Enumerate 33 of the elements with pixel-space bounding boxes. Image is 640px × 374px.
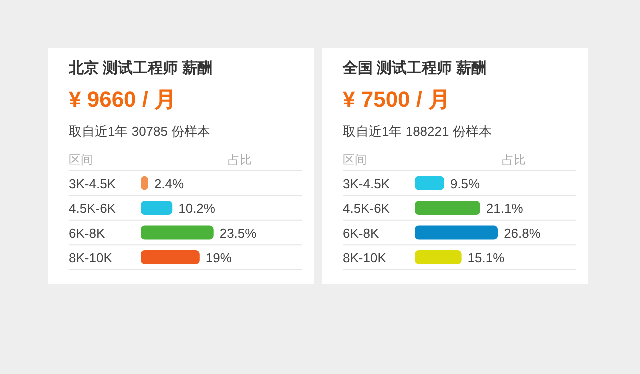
y-tick-label: 6K-8K [69,226,106,241]
bar [415,250,462,264]
data-label: 23.5% [220,226,258,241]
bar [141,226,214,240]
data-label: 9.5% [450,176,481,192]
chart-title: 全国 测试工程师 薪酬 [342,60,486,77]
text: 取自近1年 188221 份样本 [343,124,492,139]
text: 占比 [228,153,252,167]
bar [415,176,444,190]
data-label: 19% [206,250,232,266]
y-tick-label: 4.5K-6K [343,201,390,216]
y-tick-label: 8K-10K [343,250,387,266]
bar [141,201,173,216]
bar [141,250,200,264]
data-label: 2.4% [154,176,185,192]
text: 占比 [502,153,526,167]
y-tick-label: 8K-10K [69,250,113,266]
y-tick-label: 3K-4.5K [343,176,390,192]
data-label: 15.1% [468,250,506,266]
text: 取自近1年 30785 份样本 [69,124,211,139]
bar [415,201,480,216]
chart-subtitle: ¥ 9660 / 月 [69,87,177,112]
bar [415,226,498,240]
y-tick-label: 3K-4.5K [69,176,116,192]
y-tick-label: 4.5K-6K [69,201,116,216]
data-label: 10.2% [178,201,216,216]
data-label: 26.8% [504,226,542,241]
chart-subtitle: ¥ 7500 / 月 [343,87,451,112]
y-tick-label: 6K-8K [343,226,380,241]
chart-title: 北京 测试工程师 薪酬 [68,59,212,77]
text: 区间 [69,153,93,167]
data-label: 21.1% [486,201,524,216]
text: 区间 [343,153,367,167]
